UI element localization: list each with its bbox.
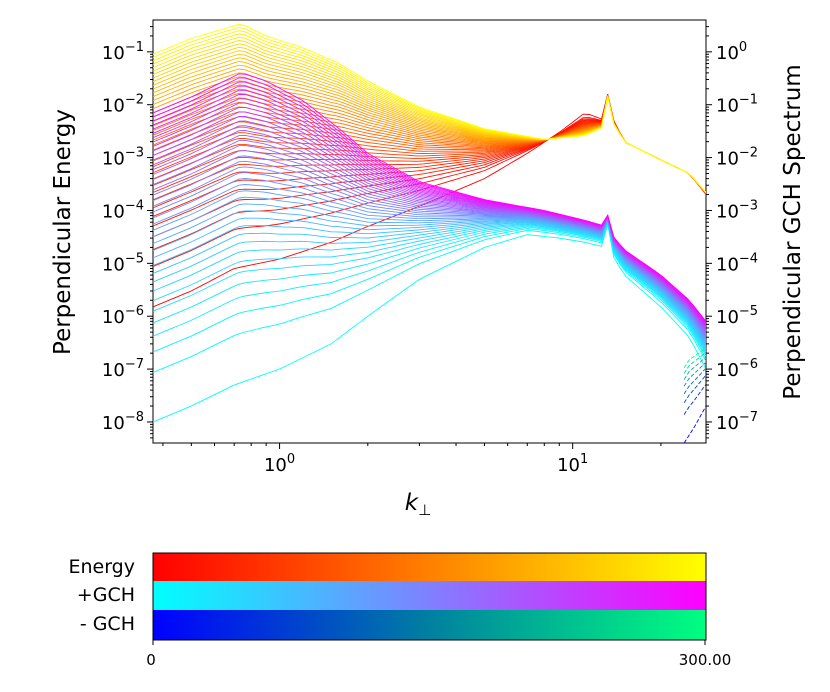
- y-right-tick-label: 10−2: [716, 146, 758, 170]
- y-left-tick-label: 10−3: [102, 146, 144, 170]
- series-line: [153, 95, 706, 194]
- series-group-1: [153, 73, 706, 423]
- series-line: [153, 222, 706, 373]
- y-right-tick-label: 10−6: [716, 357, 758, 381]
- ticks-layer: 100 101 10−1 10−2 10−3 10−4 10−5 10−6 10−7 10−8 10…: [102, 26, 758, 476]
- series-line: [153, 218, 706, 346]
- series-line: [153, 219, 706, 353]
- x-tick-label: 100: [264, 452, 295, 476]
- y-left-tick-label: 10−2: [102, 93, 144, 117]
- series-layer: [153, 23, 706, 443]
- series-line: [153, 220, 706, 357]
- colorbar-row-minus-gch: [153, 610, 706, 640]
- y-right-tick-label: 10−3: [716, 198, 758, 222]
- series-line: [153, 95, 706, 194]
- series-line: [153, 210, 706, 343]
- y-left-tick-label: 10−6: [102, 304, 144, 328]
- series-line: [683, 351, 706, 374]
- series-line: [153, 218, 706, 350]
- series-line: [153, 219, 706, 355]
- colorbar-tick-max: 300.00: [679, 651, 732, 669]
- colorbar-row-energy: [153, 553, 706, 581]
- y-axis-label-right: Perpendicular GCH Spectrum: [780, 64, 806, 399]
- series-line: [153, 217, 706, 344]
- x-axis-label: k⊥: [405, 490, 431, 519]
- series-line: [683, 356, 706, 380]
- series-line: [153, 95, 706, 194]
- y-right-tick-label: 10−1: [716, 93, 758, 117]
- colorbar-tick-min: 0: [146, 651, 156, 669]
- legend-label-minus-gch: - GCH: [80, 613, 135, 635]
- series-line: [153, 224, 706, 423]
- series-line: [683, 405, 706, 443]
- y-right-tick-label: 10−5: [716, 304, 758, 328]
- series-line: [153, 73, 706, 322]
- y-right-tick-label: 100: [716, 40, 747, 64]
- series-line: [153, 40, 706, 193]
- y-left-tick-label: 10−7: [102, 357, 144, 381]
- series-line: [683, 347, 706, 369]
- series-line: [153, 111, 706, 328]
- x-tick-label: 101: [557, 452, 588, 476]
- y-axis-label-left: Perpendicular Energy: [50, 109, 76, 355]
- series-line: [683, 367, 706, 395]
- colorbar: Energy +GCH - GCH 0 300.00: [68, 552, 732, 669]
- series-line: [683, 361, 706, 387]
- series-line: [153, 220, 706, 359]
- y-right-tick-label: 10−4: [716, 251, 758, 275]
- y-right-tick-label: 10−7: [716, 410, 758, 434]
- series-group-2: [683, 347, 706, 443]
- legend-label-energy: Energy: [68, 556, 135, 578]
- series-group-0: [153, 23, 706, 308]
- series-line: [153, 23, 706, 193]
- y-left-tick-label: 10−4: [102, 198, 144, 222]
- series-line: [153, 95, 706, 194]
- legend-label-plus-gch: +GCH: [77, 584, 135, 606]
- y-left-tick-label: 10−1: [102, 40, 144, 64]
- y-left-tick-label: 10−8: [102, 410, 144, 434]
- series-line: [683, 374, 706, 404]
- series-line: [683, 383, 706, 415]
- y-left-tick-label: 10−5: [102, 251, 144, 275]
- series-line: [153, 27, 706, 193]
- colorbar-frame: [152, 552, 707, 641]
- colorbar-row-plus-gch: [153, 581, 706, 610]
